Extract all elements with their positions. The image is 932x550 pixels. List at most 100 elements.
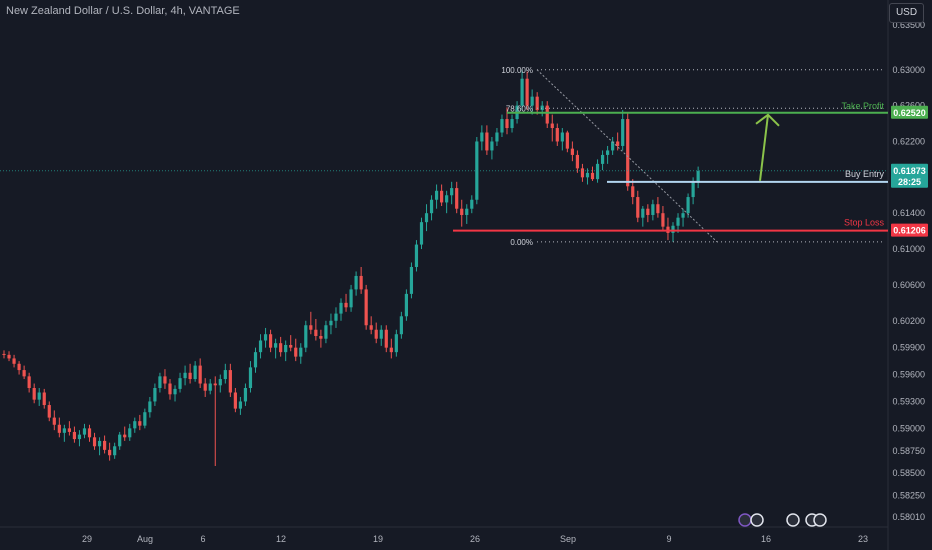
candle — [218, 374, 222, 393]
date-tick-label: Aug — [137, 534, 153, 544]
candle-body — [193, 365, 197, 380]
candle-body — [450, 188, 454, 196]
candle-body — [294, 347, 298, 357]
candle — [616, 132, 620, 151]
candle-body — [258, 340, 263, 353]
candle-body — [183, 372, 187, 379]
candle-body — [364, 289, 368, 326]
candle — [193, 361, 197, 382]
price-tick-label: 0.61400 — [892, 208, 925, 218]
date-tick-label: 23 — [858, 534, 868, 544]
price-tick-label: 0.60600 — [892, 280, 925, 290]
candle-body — [354, 275, 358, 290]
candle-body — [178, 378, 182, 389]
candle-body — [671, 225, 675, 233]
candle-body — [148, 401, 152, 413]
candle — [580, 163, 585, 182]
candle-body — [128, 428, 132, 438]
candle — [77, 430, 82, 447]
candle — [42, 388, 46, 409]
candle-body — [279, 343, 283, 353]
candle — [480, 125, 484, 151]
candle-body — [475, 141, 479, 200]
candle-body — [108, 449, 112, 456]
candle — [103, 435, 107, 454]
candle-body — [243, 388, 248, 402]
candle — [248, 361, 253, 393]
candle — [319, 329, 323, 348]
candle-body — [555, 128, 559, 142]
candle-body — [203, 383, 207, 391]
candle — [334, 307, 338, 328]
candle — [500, 114, 504, 137]
candle-body — [440, 190, 444, 203]
candle-body — [22, 370, 26, 377]
candle — [354, 271, 358, 296]
candle — [143, 408, 147, 429]
candle-body — [641, 208, 645, 218]
candle-body — [495, 132, 499, 142]
candle — [304, 320, 308, 353]
candle — [389, 338, 393, 359]
candle-body — [2, 353, 6, 355]
candle — [419, 217, 424, 250]
price-tick-label: 0.58750 — [892, 446, 925, 456]
candle-body — [369, 325, 373, 330]
candle — [404, 289, 408, 321]
candle-body — [399, 316, 403, 335]
candle — [409, 262, 414, 299]
candle-body — [535, 96, 539, 111]
candle-body — [656, 204, 660, 214]
price-tick-label: 0.60200 — [892, 316, 925, 326]
candle — [349, 284, 353, 312]
candle — [379, 325, 383, 346]
candle — [681, 208, 685, 227]
candle — [570, 141, 574, 162]
price-tick-label: 0.58500 — [892, 468, 925, 478]
candle-body — [97, 440, 102, 447]
candle-body — [138, 421, 142, 426]
candle-body — [319, 336, 323, 339]
event-marker-icon — [750, 513, 764, 527]
candle-body — [424, 213, 429, 223]
candle-body — [419, 222, 424, 245]
candle-body — [500, 119, 504, 133]
currency-button[interactable]: USD — [889, 3, 924, 23]
candle — [289, 335, 293, 352]
candle — [284, 340, 288, 362]
candle — [108, 442, 112, 461]
candle — [268, 329, 273, 353]
candle — [339, 298, 343, 321]
candle-body — [309, 325, 313, 330]
candle — [671, 222, 675, 242]
candle-body — [565, 132, 569, 149]
candle-body — [590, 172, 595, 180]
price-tick-label: 0.63500 — [892, 20, 925, 30]
price-tick-label: 0.62200 — [892, 136, 925, 146]
candle — [47, 401, 51, 422]
date-tick-label: 16 — [761, 534, 771, 544]
candle — [148, 396, 152, 418]
candle — [535, 92, 539, 115]
candle-body — [691, 181, 695, 198]
candle-body — [37, 392, 41, 400]
candle — [525, 71, 529, 111]
candle — [696, 166, 700, 189]
candle — [128, 423, 132, 441]
candle-body — [545, 105, 549, 124]
candle-body — [123, 434, 127, 438]
candle — [445, 190, 449, 214]
projection-arrow-head — [755, 113, 780, 127]
candle — [455, 181, 459, 214]
candle-body — [253, 352, 258, 368]
candle — [641, 206, 645, 227]
candle — [294, 338, 298, 362]
candle-body — [621, 119, 625, 146]
candle — [550, 114, 554, 142]
date-tick-label: 6 — [200, 534, 205, 544]
event-marker-icon — [813, 513, 827, 527]
candle — [646, 204, 650, 223]
candle — [299, 343, 303, 364]
candle — [590, 166, 595, 181]
